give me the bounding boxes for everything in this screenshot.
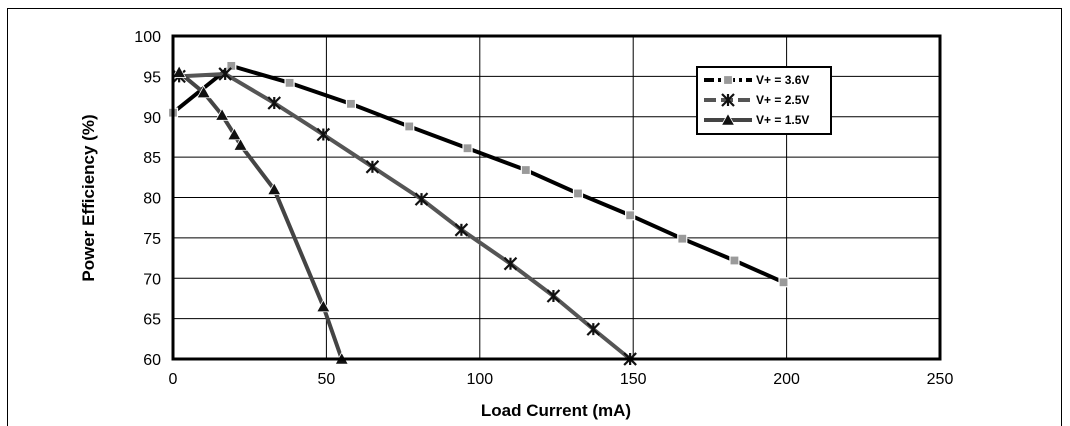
data-point-square <box>404 121 415 132</box>
data-point-asterisk <box>267 96 282 110</box>
data-point-triangle <box>214 107 230 121</box>
y-tick-label: 75 <box>143 231 161 248</box>
data-point-triangle <box>171 65 187 78</box>
data-point-asterisk <box>546 289 561 303</box>
legend-label: V+ = 1.5V <box>756 113 809 127</box>
y-tick-label: 90 <box>143 110 161 127</box>
x-tick-label: 50 <box>318 371 336 388</box>
legend-entry: V+ = 2.5V <box>704 93 809 107</box>
y-axis-title: Power Efficiency (%) <box>79 114 98 281</box>
y-tick-label: 60 <box>143 352 161 369</box>
data-point-square <box>345 98 357 109</box>
data-point-square <box>462 143 473 154</box>
x-tick-label: 150 <box>620 371 647 388</box>
data-point-asterisk <box>454 223 469 237</box>
x-tick-label: 0 <box>169 371 178 388</box>
legend-entry: V+ = 3.6V <box>704 73 809 87</box>
x-tick-label: 250 <box>927 371 954 388</box>
data-point-triangle <box>316 299 331 313</box>
data-point-asterisk <box>218 67 232 81</box>
data-point-asterisk <box>365 160 380 174</box>
data-point-asterisk <box>586 322 601 336</box>
y-tick-label: 65 <box>143 312 161 329</box>
legend-label: V+ = 3.6V <box>756 73 809 87</box>
chart-frame <box>7 8 1062 426</box>
y-tick-label: 85 <box>143 150 161 167</box>
series-asterisk <box>172 67 637 366</box>
data-point-triangle <box>227 127 242 141</box>
series-layer <box>167 60 789 366</box>
series-square <box>167 60 789 288</box>
legend-entry: V+ = 1.5V <box>704 112 809 127</box>
data-point-asterisk <box>316 127 331 142</box>
data-point-square <box>778 277 789 288</box>
legend: V+ = 3.6V V+ = 2.5V V+ = 1.5V <box>696 66 832 135</box>
data-point-square <box>226 60 237 71</box>
data-point-triangle <box>196 85 211 99</box>
series-triangle <box>171 65 349 365</box>
data-point-square <box>729 255 740 266</box>
series-line <box>171 63 785 285</box>
data-point-square <box>677 233 688 244</box>
y-tick-label: 95 <box>143 69 161 86</box>
data-point-square <box>572 188 584 199</box>
data-point-asterisk <box>414 192 429 206</box>
data-point-triangle <box>267 182 282 196</box>
data-point-asterisk <box>503 256 518 271</box>
data-point-triangle <box>233 137 248 151</box>
tick-labels: 60 65 70 75 80 85 90 95 100 0 50 100 150 200 250 <box>134 29 953 388</box>
y-tick-label: 80 <box>143 191 161 208</box>
data-point-square <box>520 164 531 176</box>
x-tick-label: 100 <box>466 371 493 388</box>
data-point-triangle <box>720 112 736 126</box>
x-tick-label: 200 <box>773 371 800 388</box>
plot-border <box>171 34 942 361</box>
x-axis-title: Load Current (mA) <box>481 401 631 420</box>
y-tick-label: 70 <box>143 271 161 288</box>
data-point-asterisk <box>721 93 735 107</box>
data-point-square <box>284 77 295 88</box>
data-point-square <box>722 74 734 86</box>
data-point-square <box>625 210 636 221</box>
legend-label: V+ = 2.5V <box>756 93 809 107</box>
y-tick-label: 100 <box>134 29 161 46</box>
